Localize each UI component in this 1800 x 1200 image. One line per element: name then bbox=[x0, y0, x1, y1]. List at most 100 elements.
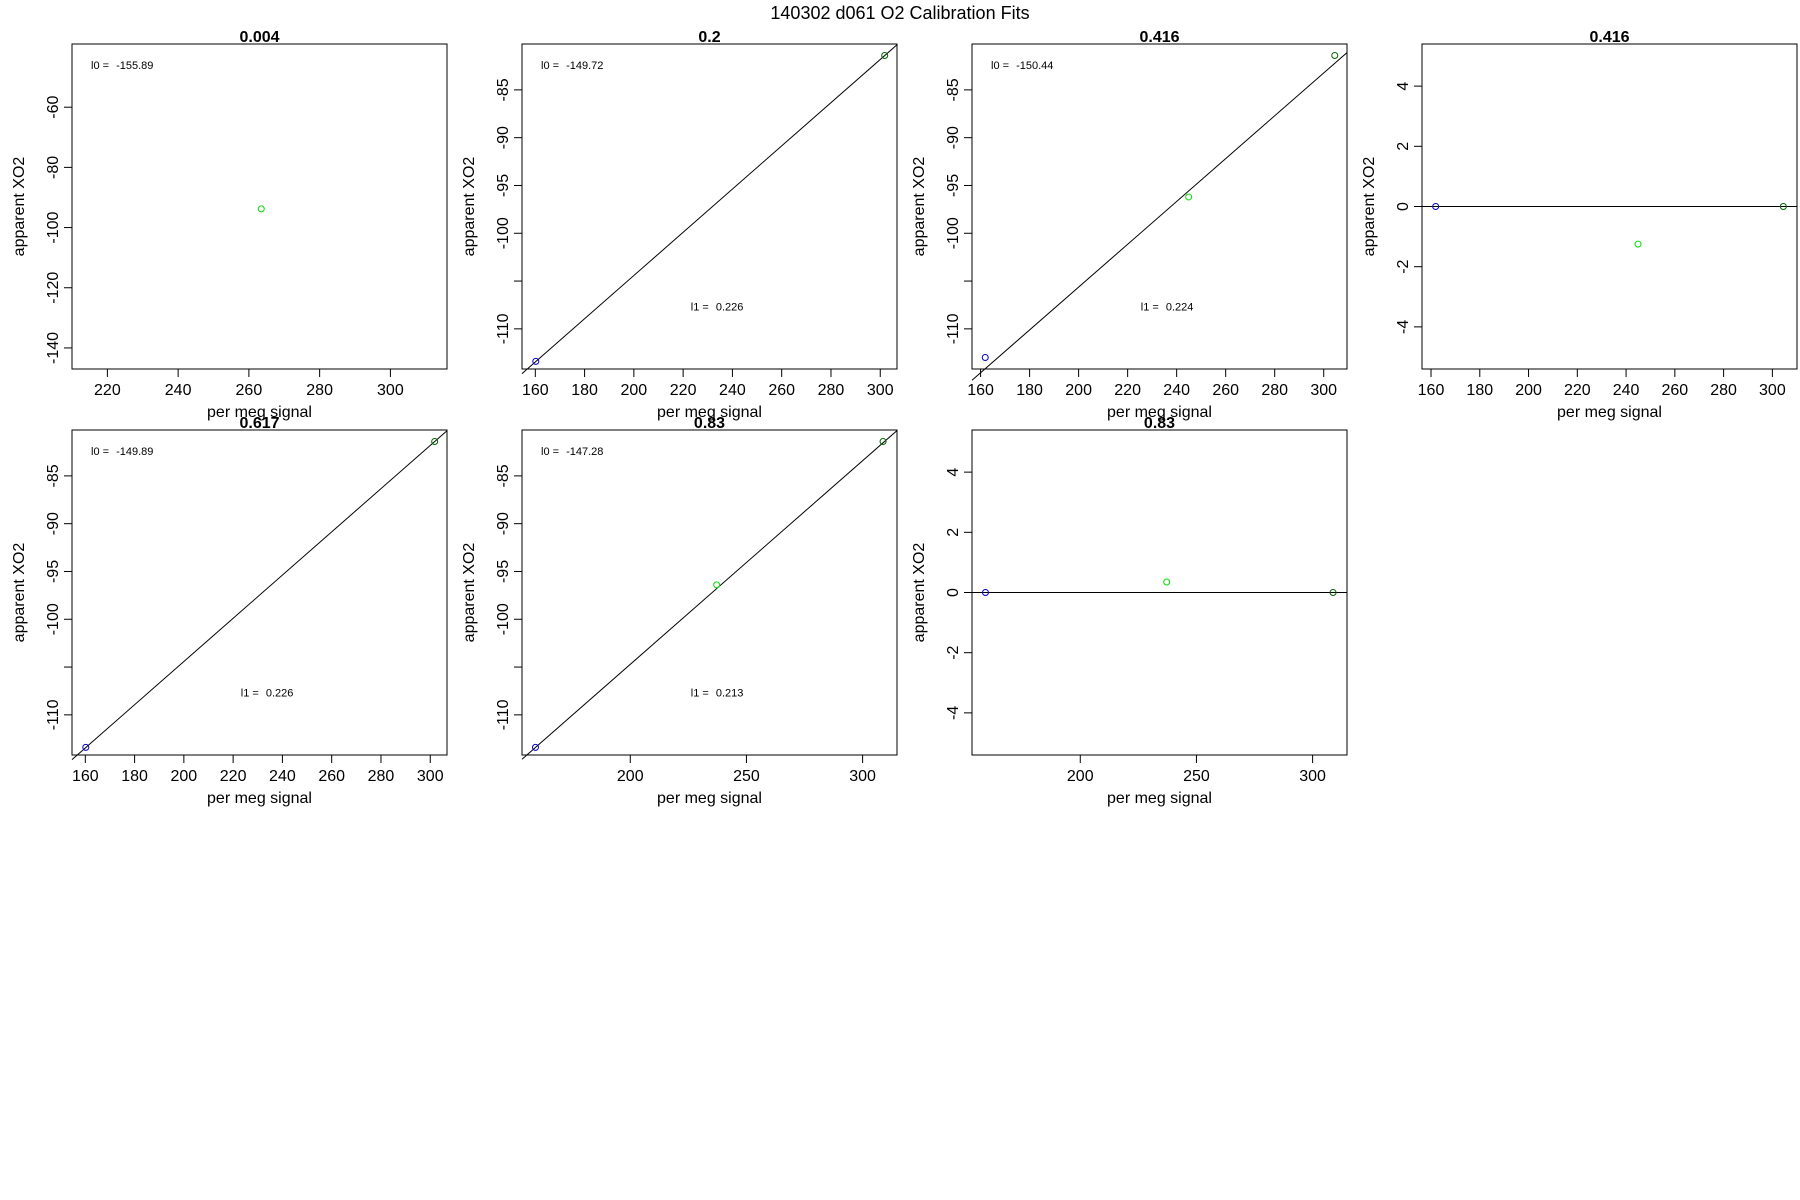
data-point bbox=[713, 581, 721, 589]
y-tick-label: 2 bbox=[945, 528, 962, 537]
y-tick-label: -95 bbox=[495, 560, 512, 583]
y-tick-label: -140 bbox=[45, 332, 62, 364]
fit-annotation: l1 = 0.213 bbox=[691, 688, 744, 700]
x-axis-label: per meg signal bbox=[1557, 404, 1662, 421]
x-axis-label: per meg signal bbox=[207, 790, 312, 807]
data-point bbox=[1779, 203, 1787, 210]
data-point bbox=[1329, 589, 1337, 596]
annotation-label: l1 = bbox=[1141, 302, 1162, 314]
x-tick-label: 280 bbox=[818, 382, 845, 399]
y-axis-label: apparent XO2 bbox=[911, 157, 928, 257]
y-tick-label: -100 bbox=[495, 217, 512, 249]
fit-line bbox=[71, 430, 448, 760]
panel-title: 0.416 bbox=[1589, 29, 1629, 46]
y-axis-label: apparent XO2 bbox=[461, 157, 478, 257]
x-tick-label: 280 bbox=[1710, 382, 1737, 399]
x-tick-label: 240 bbox=[1163, 382, 1190, 399]
x-tick-label: 180 bbox=[571, 382, 598, 399]
data-point bbox=[1163, 578, 1171, 586]
chart-panel: 0.83 200 250 300 per meg signal -4 -2 0 2 4 appare… bbox=[911, 415, 1348, 807]
y-tick-label: -100 bbox=[45, 211, 62, 243]
annotation-label: l0 = bbox=[541, 446, 562, 458]
x-tick-label: 300 bbox=[849, 768, 876, 785]
y-tick-label: -80 bbox=[45, 156, 62, 179]
y-tick-label: 4 bbox=[1395, 82, 1412, 91]
y-axis-label: apparent XO2 bbox=[11, 543, 28, 643]
x-tick-label: 220 bbox=[94, 382, 121, 399]
data-point bbox=[1185, 193, 1193, 201]
x-tick-label: 240 bbox=[719, 382, 746, 399]
data-point bbox=[879, 437, 887, 445]
x-tick-label: 160 bbox=[72, 768, 99, 785]
data-point bbox=[257, 205, 265, 213]
x-tick-label: 260 bbox=[236, 382, 263, 399]
y-tick-label: -95 bbox=[495, 174, 512, 197]
annotation-value: 0.226 bbox=[716, 302, 744, 314]
x-axis-label: per meg signal bbox=[1107, 404, 1212, 421]
data-point bbox=[1634, 240, 1642, 248]
fit-line bbox=[521, 430, 898, 760]
annotation-label: l0 = bbox=[991, 60, 1012, 72]
y-tick-label: -90 bbox=[495, 126, 512, 149]
plot-frame bbox=[71, 43, 448, 370]
data-point bbox=[82, 743, 90, 751]
chart-panel: 0.004 220 240 260 280 300 per meg signal -140 -1… bbox=[11, 29, 448, 421]
y-tick-label: -85 bbox=[495, 78, 512, 101]
x-tick-label: 200 bbox=[621, 382, 648, 399]
x-tick-label: 200 bbox=[1067, 768, 1094, 785]
y-tick-label: 2 bbox=[1395, 142, 1412, 151]
x-tick-label: 300 bbox=[867, 382, 894, 399]
chart-panel: 0.617 160 180 200 220 240 260 280 300 per meg sig… bbox=[11, 415, 448, 807]
panel-title: 0.2 bbox=[698, 29, 720, 46]
x-tick-label: 260 bbox=[318, 768, 345, 785]
y-tick-label: -2 bbox=[1395, 259, 1412, 273]
annotation-value: 0.224 bbox=[1166, 302, 1194, 314]
panel-title: 0.83 bbox=[694, 415, 725, 432]
y-axis-label: apparent XO2 bbox=[911, 543, 928, 643]
fit-annotation: l1 = 0.224 bbox=[1141, 302, 1194, 314]
x-tick-label: 160 bbox=[522, 382, 549, 399]
plot-frame bbox=[521, 429, 898, 756]
x-tick-label: 250 bbox=[1183, 768, 1210, 785]
y-axis-label: apparent XO2 bbox=[11, 157, 28, 257]
y-axis-label: apparent XO2 bbox=[1361, 157, 1378, 257]
annotation-label: l1 = bbox=[241, 688, 262, 700]
x-axis-label: per meg signal bbox=[207, 404, 312, 421]
y-tick-label: -85 bbox=[495, 464, 512, 487]
x-tick-label: 300 bbox=[1299, 768, 1326, 785]
data-point bbox=[1331, 51, 1339, 59]
x-tick-label: 280 bbox=[1261, 382, 1288, 399]
x-tick-label: 280 bbox=[368, 768, 395, 785]
data-point bbox=[981, 354, 989, 362]
annotation-label: l1 = bbox=[691, 688, 712, 700]
x-tick-label: 180 bbox=[121, 768, 148, 785]
annotation-value: 0.213 bbox=[716, 688, 744, 700]
y-tick-label: -85 bbox=[945, 78, 962, 101]
x-axis-label: per meg signal bbox=[657, 404, 762, 421]
y-tick-label: -120 bbox=[45, 272, 62, 304]
panel-title: 0.83 bbox=[1144, 415, 1175, 432]
x-tick-label: 220 bbox=[1114, 382, 1141, 399]
chart-panel: 0.2 160 180 200 220 240 260 280 300 per meg signa… bbox=[461, 29, 898, 421]
figure-title: 140302 d061 O2 Calibration Fits bbox=[770, 3, 1029, 23]
x-tick-label: 240 bbox=[1613, 382, 1640, 399]
plot-frame bbox=[971, 43, 1348, 370]
fit-line bbox=[971, 52, 1348, 381]
y-tick-label: -110 bbox=[495, 313, 512, 344]
plot-frame bbox=[521, 43, 898, 370]
y-tick-label: 0 bbox=[1395, 202, 1412, 211]
x-tick-label: 300 bbox=[1759, 382, 1786, 399]
x-tick-label: 200 bbox=[617, 768, 644, 785]
x-tick-label: 180 bbox=[1466, 382, 1493, 399]
y-tick-label: -4 bbox=[1395, 320, 1412, 334]
x-tick-label: 300 bbox=[377, 382, 404, 399]
x-tick-label: 220 bbox=[220, 768, 247, 785]
chart-panel: 0.416 160 180 200 220 240 260 280 300 per meg sig… bbox=[911, 29, 1348, 421]
data-point bbox=[531, 743, 539, 751]
y-tick-label: -90 bbox=[945, 126, 962, 149]
y-tick-label: -60 bbox=[45, 96, 62, 119]
data-point bbox=[532, 357, 540, 365]
x-tick-label: 200 bbox=[1065, 382, 1092, 399]
panel-title: 0.416 bbox=[1139, 29, 1179, 46]
y-tick-label: -110 bbox=[495, 699, 512, 730]
